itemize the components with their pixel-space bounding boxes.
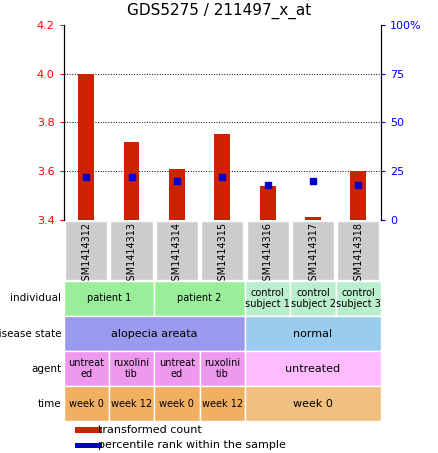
Bar [292, 221, 334, 280]
FancyArrow shape [65, 292, 71, 305]
Text: week 12: week 12 [111, 399, 152, 409]
Text: GSM1414312: GSM1414312 [81, 222, 91, 287]
Text: GSM1414317: GSM1414317 [308, 222, 318, 287]
Bar [169, 169, 185, 220]
Text: individual: individual [11, 294, 61, 304]
Text: untreat
ed: untreat ed [159, 358, 195, 380]
Text: GSM1414314: GSM1414314 [172, 222, 182, 287]
Text: alopecia areata: alopecia areata [111, 328, 198, 338]
Bar [75, 427, 102, 433]
Bar [214, 135, 230, 220]
Text: patient 1: patient 1 [87, 294, 131, 304]
Bar [78, 74, 94, 220]
FancyArrow shape [65, 327, 71, 340]
Bar [201, 221, 244, 280]
Bar [260, 186, 276, 220]
Bar [124, 142, 139, 220]
Bar [337, 221, 379, 280]
Bar [156, 221, 198, 280]
Text: week 0: week 0 [293, 399, 333, 409]
Text: control
subject 2: control subject 2 [290, 288, 336, 309]
Text: GDS5275 / 211497_x_at: GDS5275 / 211497_x_at [127, 3, 311, 19]
Text: GSM1414313: GSM1414313 [127, 222, 137, 287]
Text: ruxolini
tib: ruxolini tib [113, 358, 150, 380]
Text: week 12: week 12 [202, 399, 243, 409]
FancyArrow shape [65, 397, 71, 410]
Bar [305, 217, 321, 220]
Text: week 0: week 0 [69, 399, 104, 409]
Bar [110, 221, 153, 280]
FancyArrow shape [65, 362, 71, 376]
Bar [350, 171, 366, 220]
Bar [247, 221, 289, 280]
Text: ruxolini
tib: ruxolini tib [204, 358, 240, 380]
Text: GSM1414316: GSM1414316 [263, 222, 272, 287]
Text: week 0: week 0 [159, 399, 194, 409]
Text: GSM1414315: GSM1414315 [217, 222, 227, 287]
Text: agent: agent [31, 364, 61, 374]
Text: disease state: disease state [0, 328, 61, 338]
Text: GSM1414318: GSM1414318 [353, 222, 364, 287]
Bar [65, 221, 107, 280]
Text: transformed count: transformed count [98, 425, 202, 435]
Text: patient 2: patient 2 [177, 294, 222, 304]
Bar [75, 443, 102, 448]
Text: untreated: untreated [286, 364, 341, 374]
Text: percentile rank within the sample: percentile rank within the sample [98, 440, 286, 450]
Text: control
subject 1: control subject 1 [245, 288, 290, 309]
Text: control
subject 3: control subject 3 [336, 288, 381, 309]
Text: untreat
ed: untreat ed [68, 358, 104, 380]
Text: time: time [38, 399, 61, 409]
Text: normal: normal [293, 328, 332, 338]
